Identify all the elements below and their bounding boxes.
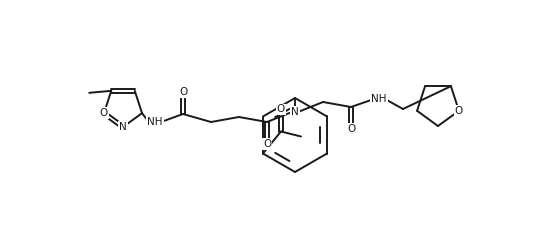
Text: O: O — [347, 124, 355, 134]
Text: N: N — [119, 122, 127, 132]
Text: NH: NH — [371, 94, 387, 104]
Text: N: N — [291, 107, 299, 117]
Text: O: O — [263, 139, 271, 149]
Text: O: O — [179, 87, 187, 97]
Text: O: O — [277, 105, 285, 114]
Text: O: O — [455, 106, 463, 116]
Text: NH: NH — [147, 117, 163, 127]
Text: O: O — [100, 108, 108, 118]
